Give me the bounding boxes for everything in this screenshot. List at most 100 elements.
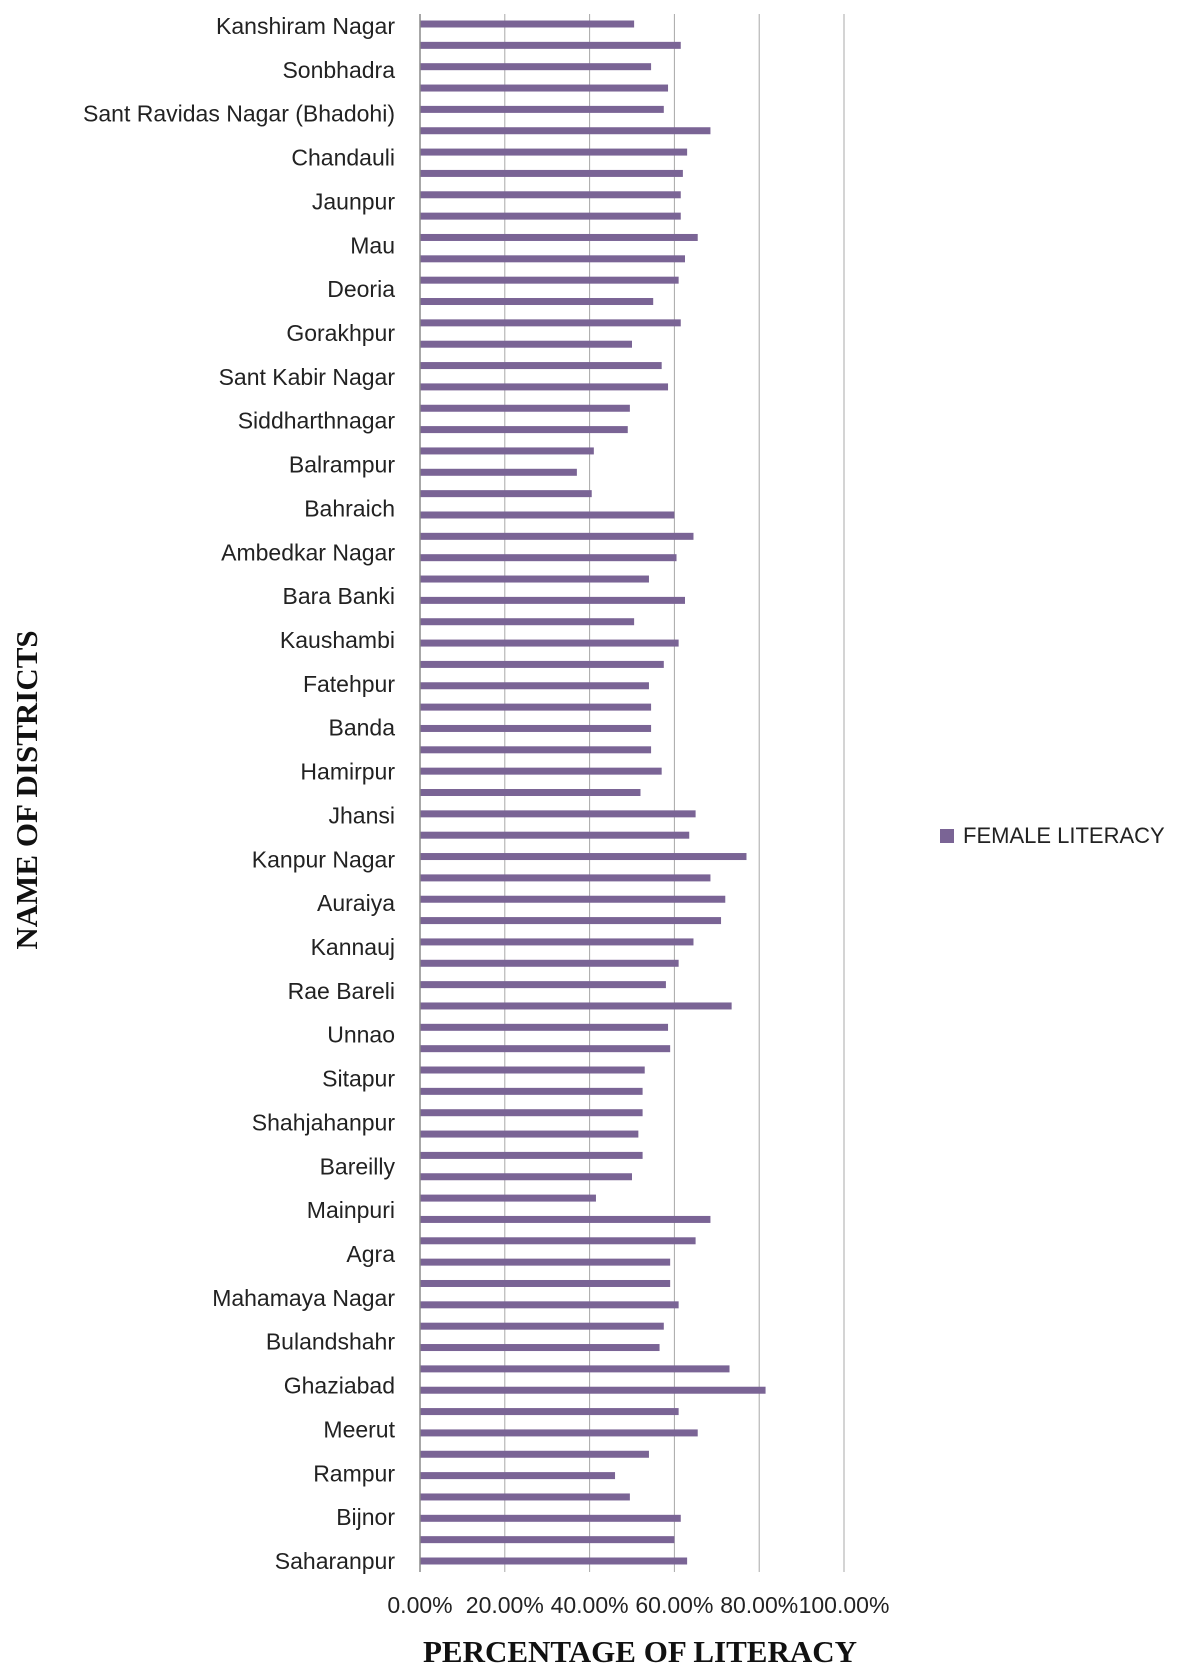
y-axis-title: NAME OF DISTRICTS	[9, 630, 44, 949]
bar	[420, 447, 594, 455]
bar	[420, 84, 669, 92]
bar	[420, 1408, 679, 1416]
bar	[420, 831, 690, 839]
bar	[420, 703, 652, 711]
category-label: Gorakhpur	[286, 320, 395, 346]
bar	[420, 1279, 671, 1287]
category-label: Rampur	[313, 1460, 395, 1486]
bar	[420, 767, 662, 775]
bar	[420, 1344, 660, 1352]
bar	[420, 1237, 696, 1245]
bar	[420, 212, 681, 220]
x-tick-label: 0.00%	[387, 1592, 452, 1618]
category-label: Ambedkar Nagar	[221, 539, 395, 565]
x-tick-label: 20.00%	[466, 1592, 544, 1618]
bar	[420, 959, 679, 967]
category-label: Kanshiram Nagar	[216, 13, 395, 39]
bar	[420, 1472, 616, 1480]
category-label: Jaunpur	[312, 188, 395, 214]
category-label: Kannauj	[311, 934, 395, 960]
category-label: Sitapur	[322, 1066, 395, 1092]
bar	[420, 1151, 643, 1159]
bar	[420, 1066, 645, 1074]
category-label: Rae Bareli	[288, 978, 395, 1004]
bar	[420, 724, 652, 732]
category-label: Bareilly	[320, 1153, 396, 1179]
category-label: Siddharthnagar	[238, 408, 396, 434]
bar	[420, 1087, 643, 1095]
bar	[420, 1301, 679, 1309]
category-label: Hamirpur	[300, 759, 395, 785]
bar	[420, 426, 628, 434]
category-label: Kanpur Nagar	[252, 846, 396, 872]
bar	[420, 618, 635, 626]
category-label: Shahjahanpur	[252, 1109, 396, 1135]
category-label: Mau	[350, 232, 395, 258]
category-label: Kaushambi	[280, 627, 395, 653]
bar	[420, 917, 722, 925]
bar	[420, 41, 681, 49]
bar	[420, 575, 649, 583]
bar	[420, 1514, 681, 1522]
bar	[420, 532, 694, 540]
category-label: Sonbhadra	[282, 57, 395, 83]
category-label: Agra	[346, 1241, 395, 1267]
legend: FEMALE LITERACY	[940, 823, 1165, 848]
category-label: Deoria	[327, 276, 395, 302]
category-label: Chandauli	[291, 145, 395, 171]
bar	[420, 511, 675, 519]
bar	[420, 169, 683, 177]
bar	[420, 468, 577, 476]
bar	[420, 639, 679, 647]
x-tick-labels: 0.00% 20.00% 40.00% 60.00% 80.00% 100.00%	[387, 1592, 889, 1618]
x-tick-label: 100.00%	[799, 1592, 890, 1618]
category-label: Sant Ravidas Nagar (Bhadohi)	[83, 101, 395, 127]
legend-label: FEMALE LITERACY	[963, 823, 1165, 848]
bar	[420, 981, 666, 989]
bar	[420, 1557, 688, 1565]
bar	[420, 319, 681, 327]
category-label: Mainpuri	[307, 1197, 395, 1223]
category-label: Jhansi	[329, 802, 395, 828]
bar	[420, 938, 694, 946]
bar	[420, 362, 662, 370]
category-label: Auraiya	[317, 890, 395, 916]
category-label: Balrampur	[289, 452, 395, 478]
bar	[420, 191, 681, 199]
bars	[420, 20, 766, 1565]
category-label: Bahraich	[304, 495, 395, 521]
x-tick-label: 60.00%	[635, 1592, 713, 1618]
category-label: Bara Banki	[282, 583, 395, 609]
bar	[420, 1258, 671, 1266]
bar	[420, 1173, 632, 1181]
bar	[420, 276, 679, 284]
bar	[420, 596, 685, 604]
bar	[420, 789, 641, 796]
bar	[420, 340, 632, 348]
bar	[420, 895, 726, 903]
bar	[420, 1322, 664, 1330]
category-label: Fatehpur	[303, 671, 395, 697]
bar	[420, 1023, 669, 1031]
bar	[420, 1194, 596, 1202]
bar	[420, 1429, 698, 1437]
bar	[420, 1365, 730, 1373]
category-label: Sant Kabir Nagar	[219, 364, 396, 390]
bar	[420, 853, 747, 861]
category-label: Ghaziabad	[284, 1373, 395, 1399]
bar	[420, 404, 630, 412]
bar	[420, 255, 685, 263]
bar	[420, 1493, 630, 1501]
bar	[420, 1215, 711, 1223]
bar	[420, 127, 711, 135]
bar	[420, 383, 669, 391]
bar	[420, 746, 652, 754]
bar	[420, 660, 664, 668]
bar	[420, 233, 698, 241]
category-label: Unnao	[327, 1022, 395, 1048]
bar	[420, 298, 654, 306]
category-label: Saharanpur	[275, 1548, 396, 1574]
category-labels: Saharanpur Bijnor Rampur Meerut Ghaziabad Bul…	[83, 13, 396, 1574]
bar	[420, 554, 677, 562]
bar	[420, 1536, 675, 1544]
